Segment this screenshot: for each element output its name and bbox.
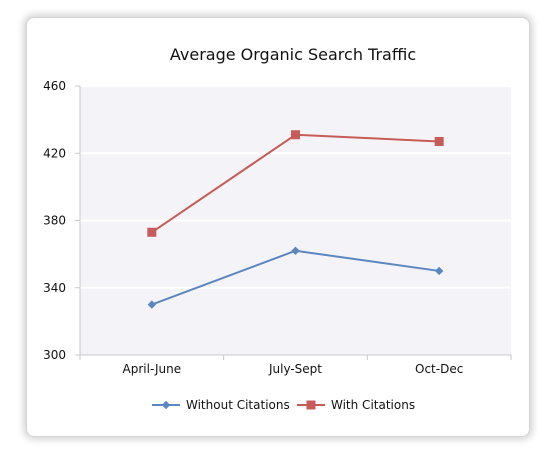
legend-label: Without Citations xyxy=(186,398,290,412)
y-tick-label: 300 xyxy=(43,348,66,362)
y-tick-label: 460 xyxy=(43,79,66,93)
x-tick-labels: April-June July-Sept Oct-Dec xyxy=(79,355,512,376)
data-point xyxy=(147,300,157,309)
legend-marker xyxy=(161,400,171,410)
legend-marker xyxy=(306,400,316,410)
legend-item: With Citations xyxy=(297,398,415,412)
data-point xyxy=(291,130,300,140)
data-point xyxy=(434,136,444,146)
legend-label: With Citations xyxy=(331,398,415,412)
data-point xyxy=(434,266,444,276)
data-point xyxy=(147,227,157,237)
x-tick-label: Oct-Dec xyxy=(415,362,463,376)
y-tick-labels: 300 340 380 420 460 xyxy=(43,79,66,362)
legend-item: Without Citations xyxy=(152,398,290,412)
axes xyxy=(79,86,511,356)
series-group xyxy=(147,130,444,309)
x-tick-label: July-Sept xyxy=(268,362,322,376)
chart-title: Average Organic Search Traffic xyxy=(170,45,416,64)
y-tick-label: 380 xyxy=(43,214,66,228)
legend: Without Citations With Citations xyxy=(152,398,415,412)
x-tick-label: April-June xyxy=(123,362,182,376)
gridlines xyxy=(75,85,511,356)
data-point xyxy=(291,246,300,255)
y-tick-label: 420 xyxy=(43,146,66,160)
y-tick-label: 340 xyxy=(43,281,66,295)
